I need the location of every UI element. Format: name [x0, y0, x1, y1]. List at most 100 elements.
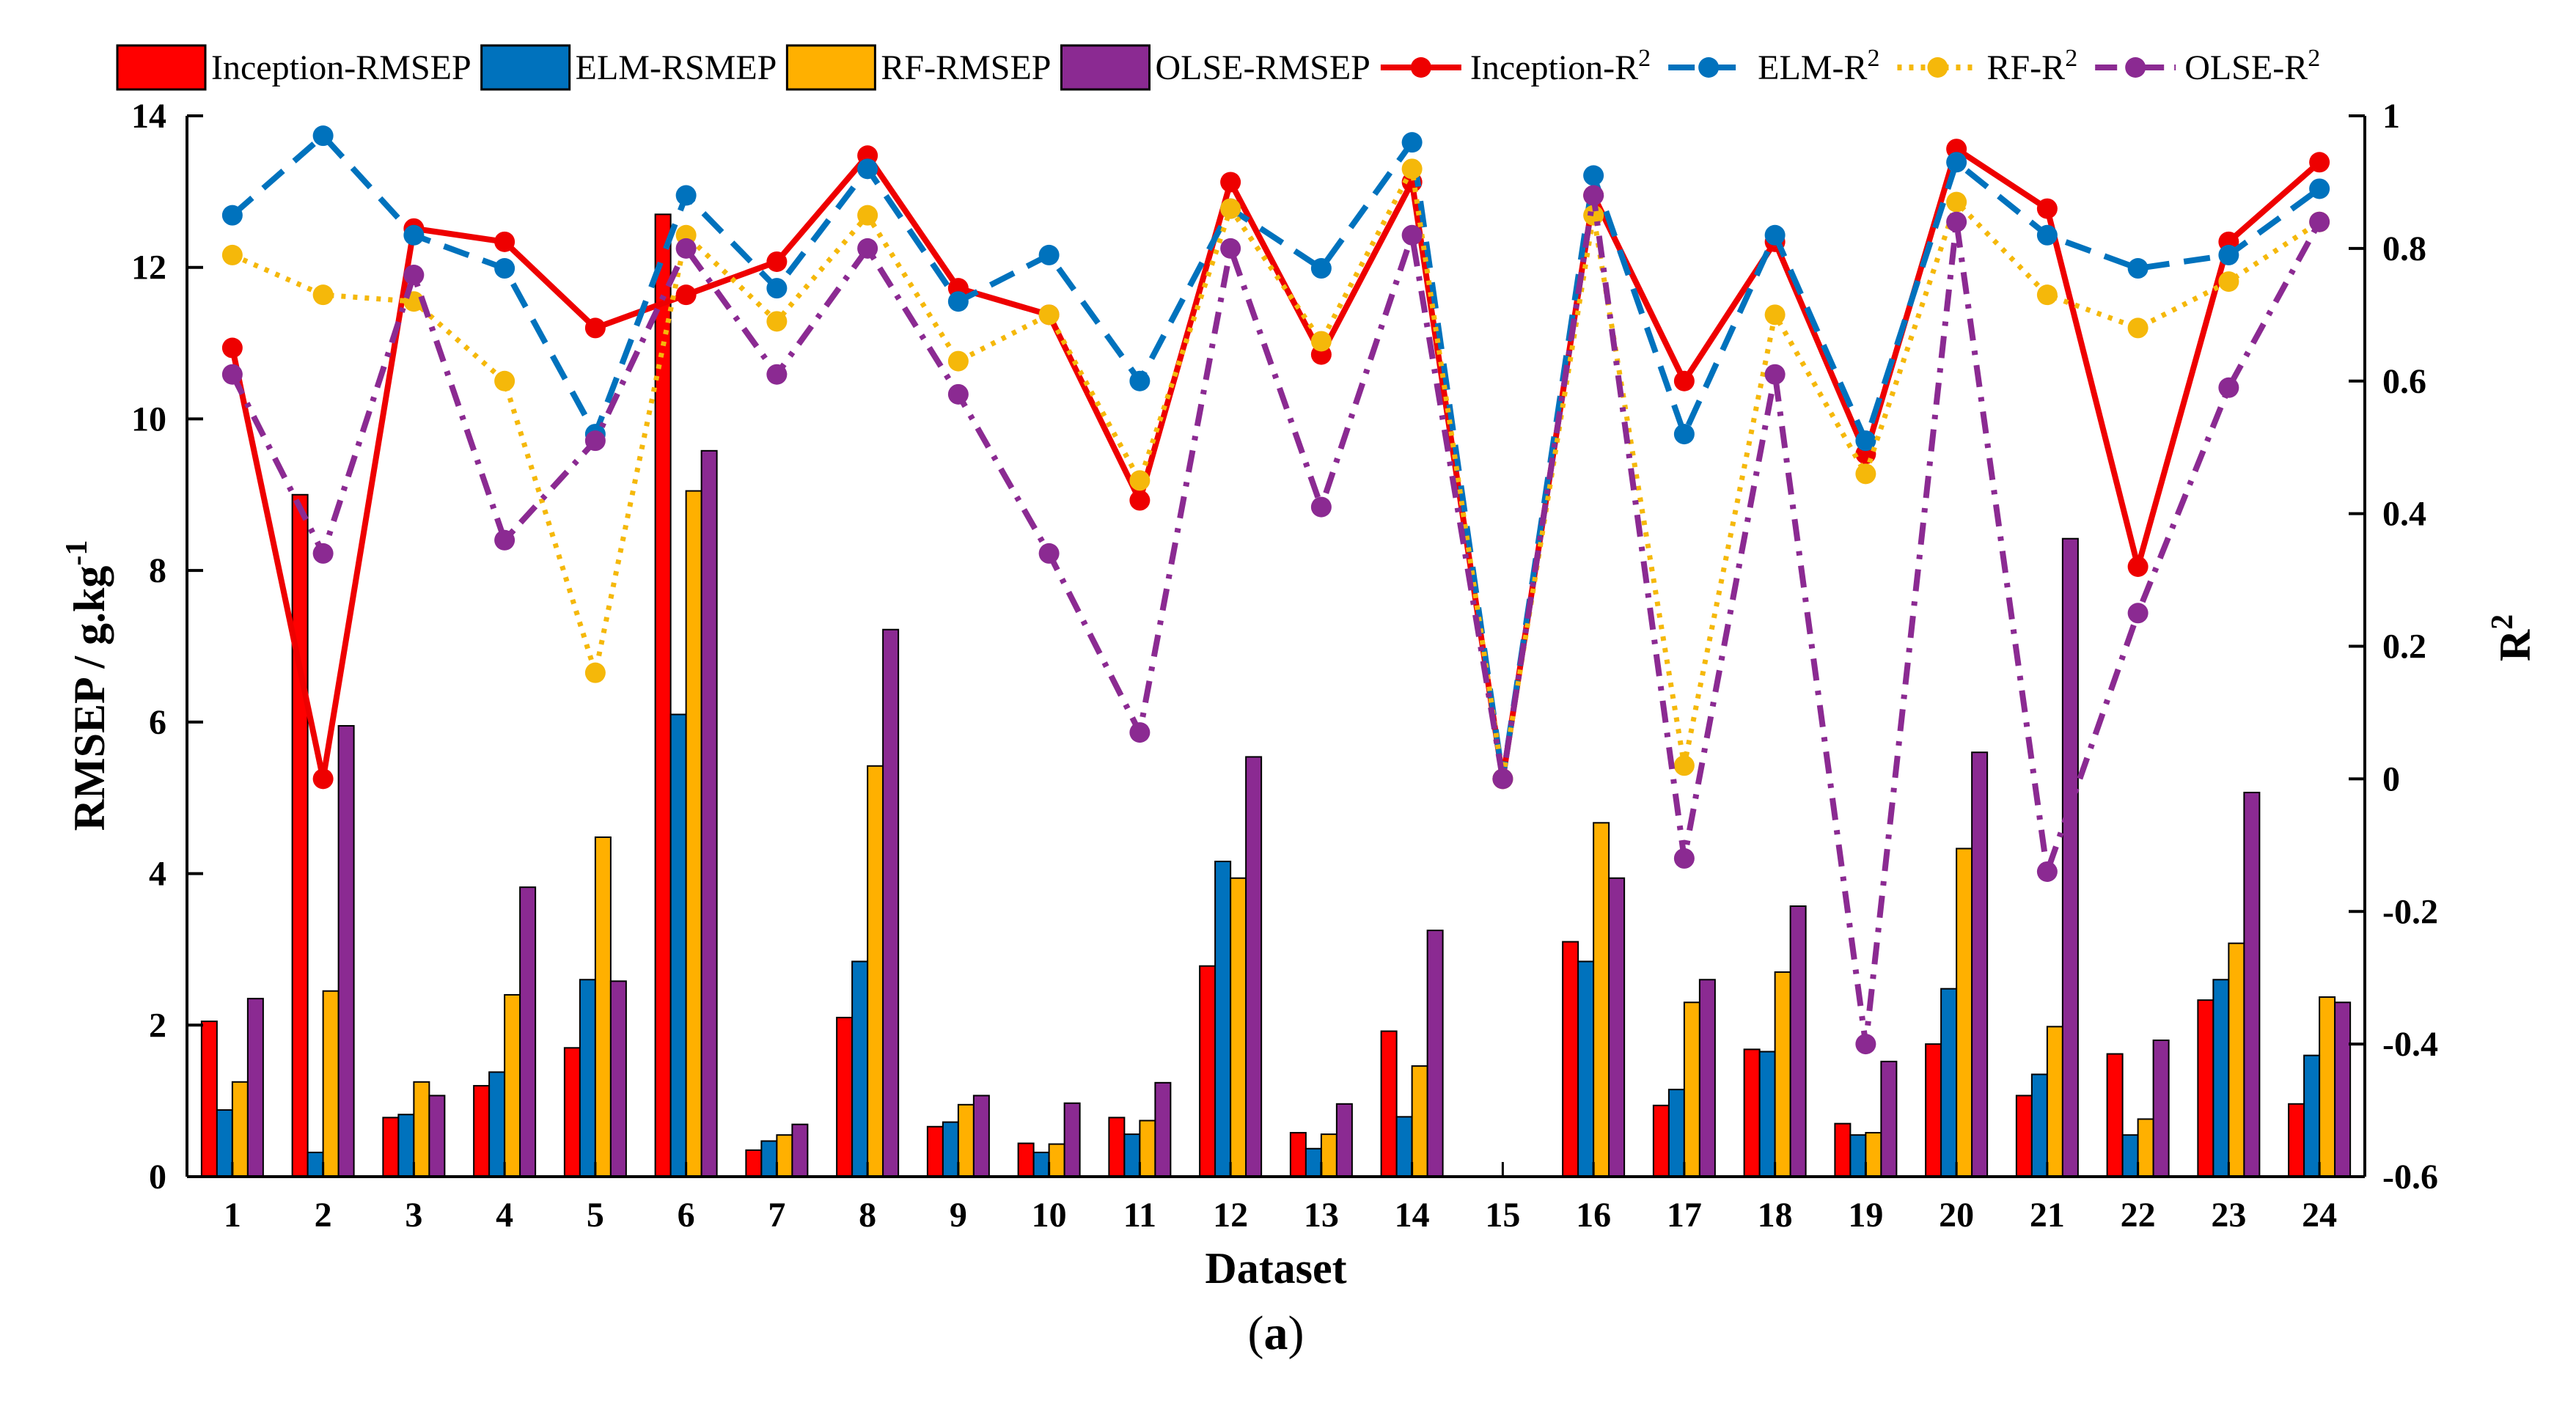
- y-right-tick-label: 0.8: [2382, 229, 2426, 268]
- legend-marker: [1410, 57, 1431, 78]
- bar: [2212, 979, 2230, 1178]
- point: [1855, 463, 1876, 485]
- line-series-olse-r: [221, 185, 2330, 1055]
- point: [947, 350, 969, 372]
- bar: [2319, 996, 2336, 1177]
- bar: [519, 886, 537, 1177]
- bar: [1849, 1134, 1867, 1177]
- y-axis-right-title: R2: [2486, 614, 2539, 661]
- y-right-tick-label: 1: [2382, 97, 2400, 136]
- point: [1855, 1034, 1876, 1055]
- point: [1946, 211, 1967, 232]
- x-tick-label: 18: [1758, 1196, 1793, 1235]
- bar: [1865, 1132, 1882, 1177]
- y-right-tick-label: 0.4: [2382, 495, 2426, 534]
- plot-area: [200, 125, 2352, 1178]
- bar: [1683, 1001, 1700, 1177]
- x-tick-label: 9: [950, 1196, 967, 1235]
- bar: [1577, 960, 1595, 1177]
- bar: [1214, 861, 1232, 1178]
- x-tick-label: 17: [1667, 1196, 1702, 1235]
- bar: [1698, 979, 1716, 1178]
- point: [1220, 238, 1241, 259]
- x-tick-label: 2: [315, 1196, 332, 1235]
- bar: [1667, 1089, 1685, 1177]
- point: [2036, 198, 2058, 219]
- point: [2309, 152, 2330, 173]
- bar: [791, 1123, 809, 1178]
- legend-swatch: [1060, 44, 1151, 91]
- bar: [609, 980, 627, 1178]
- point: [494, 231, 515, 252]
- bar: [1743, 1048, 1761, 1177]
- bar: [2061, 537, 2079, 1177]
- x-tick-label: 14: [1395, 1196, 1430, 1235]
- bar: [579, 979, 596, 1178]
- y-right-tick-label: -0.2: [2382, 892, 2438, 931]
- series-line: [230, 133, 2322, 782]
- bar: [2334, 1001, 2352, 1177]
- x-tick-label: 3: [405, 1196, 422, 1235]
- line-series-elm-r: [221, 125, 2330, 790]
- legend-label: OLSE-RMSEP: [1155, 48, 1370, 87]
- point: [1855, 430, 1876, 452]
- point: [1764, 364, 1786, 385]
- point: [1310, 258, 1332, 279]
- point: [2309, 211, 2330, 232]
- bar: [669, 713, 687, 1177]
- caption-open: (: [1248, 1306, 1264, 1360]
- point: [947, 383, 969, 405]
- point: [1220, 172, 1241, 193]
- point: [221, 244, 243, 265]
- bar: [776, 1134, 793, 1177]
- legend-label: Inception-RMSEP: [211, 48, 471, 87]
- point: [494, 529, 515, 551]
- point: [675, 284, 697, 306]
- point: [2127, 258, 2148, 279]
- bar: [1971, 751, 1989, 1177]
- y-left-tick-label: 10: [131, 400, 166, 438]
- point: [2036, 224, 2058, 246]
- y-right-tick-label: 0.2: [2382, 628, 2426, 666]
- bar: [1063, 1102, 1081, 1177]
- bar: [337, 725, 355, 1177]
- point: [312, 768, 334, 790]
- legend-label: RF-RMSEP: [881, 48, 1051, 87]
- point: [584, 317, 606, 339]
- y-axis-left-title-text: RMSEP / g.kg: [65, 566, 114, 831]
- y-right-tick-label: 0.6: [2382, 362, 2426, 401]
- point: [1764, 224, 1786, 246]
- point: [1401, 132, 1423, 153]
- y-left-tick-label: 14: [131, 97, 166, 136]
- x-tick-label: 11: [1123, 1196, 1156, 1235]
- point: [947, 291, 969, 312]
- point: [1038, 244, 1060, 265]
- y-axis-left-title-sup: -1: [60, 540, 94, 566]
- point: [1129, 370, 1151, 391]
- bar: [382, 1117, 400, 1178]
- bar: [851, 960, 869, 1177]
- point: [2218, 377, 2239, 398]
- bar: [1758, 1051, 1776, 1177]
- point: [2127, 317, 2148, 339]
- bar: [200, 1021, 218, 1177]
- point: [2309, 178, 2330, 199]
- point: [1129, 490, 1151, 511]
- x-tick-label: 19: [1848, 1196, 1883, 1235]
- bar: [216, 1109, 233, 1177]
- series-line: [231, 166, 2322, 782]
- point: [1946, 191, 1967, 213]
- bar: [1199, 965, 1217, 1177]
- bar: [322, 990, 340, 1178]
- bar: [2046, 1026, 2063, 1178]
- x-tick-label: 24: [2302, 1196, 2337, 1235]
- x-tick-label: 4: [496, 1196, 513, 1235]
- point: [1764, 304, 1786, 326]
- point: [2218, 244, 2239, 265]
- point: [1401, 224, 1423, 246]
- bar: [2288, 1103, 2305, 1177]
- bar: [1880, 1060, 1898, 1177]
- y-left-tick-label: 6: [149, 703, 166, 742]
- y-left-tick-label: 2: [149, 1006, 166, 1045]
- y-left-tick-label: 8: [149, 551, 166, 590]
